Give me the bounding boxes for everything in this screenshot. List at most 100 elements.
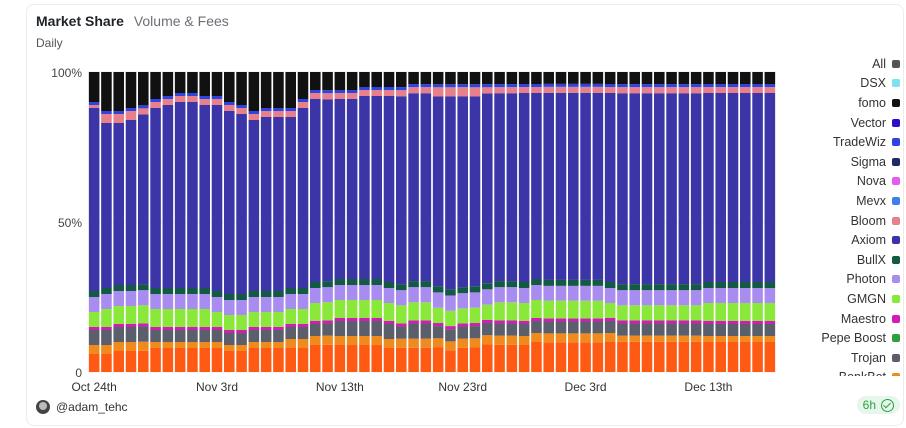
bar-segment-photon[interactable] [445, 295, 456, 311]
bar-segment-photon[interactable] [322, 287, 333, 303]
bar-segment-fomo[interactable] [482, 72, 493, 85]
bar-segment-bullx[interactable] [162, 288, 174, 294]
bar-segment-fomo[interactable] [555, 72, 567, 84]
bar-segment-bonkbot[interactable] [531, 333, 542, 342]
bar-segment-raydium[interactable] [764, 342, 776, 372]
bar-segment-axiom[interactable] [764, 93, 776, 282]
bar-segment-maestro[interactable] [531, 318, 542, 321]
bar-segment-bloom[interactable] [432, 87, 444, 97]
bar-segment-tradewiz[interactable] [690, 84, 702, 88]
bar-segment-tradewiz[interactable] [764, 84, 776, 87]
bar-segment-tradewiz[interactable] [396, 87, 407, 91]
bar-segment-trojan[interactable] [236, 333, 247, 345]
bar-segment-axiom[interactable] [224, 111, 235, 294]
bar-segment-raydium[interactable] [482, 344, 493, 372]
bar-segment-bloom[interactable] [727, 87, 739, 93]
bar-segment-bloom[interactable] [101, 114, 112, 123]
bar-segment-bonkbot[interactable] [506, 335, 518, 345]
bar-segment-fomo[interactable] [285, 72, 296, 108]
bar-segment-fomo[interactable] [199, 72, 210, 96]
bar-segment-bullx[interactable] [690, 284, 702, 291]
bar-segment-photon[interactable] [260, 297, 272, 312]
bar-segment-trojan[interactable] [260, 330, 272, 342]
bar-segment-bonkbot[interactable] [138, 341, 149, 351]
bar-segment-gmgn[interactable] [678, 305, 690, 321]
bar-segment-gmgn[interactable] [125, 306, 137, 324]
bar-segment-trojan[interactable] [678, 323, 690, 336]
bar-segment-bonkbot[interactable] [432, 338, 444, 348]
bar-segment-bullx[interactable] [174, 288, 186, 294]
bar-segment-bonkbot[interactable] [371, 336, 382, 345]
bar-segment-maestro[interactable] [297, 324, 309, 327]
bar-segment-bonkbot[interactable] [383, 339, 395, 348]
legend-item-bonkbot[interactable]: BonkBot [786, 368, 906, 376]
bar-segment-gmgn[interactable] [346, 300, 358, 318]
bar-segment-bloom[interactable] [187, 96, 198, 102]
bar-segment-photon[interactable] [211, 297, 223, 312]
bar-segment-photon[interactable] [113, 291, 124, 306]
bar-segment-bloom[interactable] [580, 86, 591, 93]
bar-segment-tradewiz[interactable] [715, 84, 726, 87]
bar-segment-bullx[interactable] [531, 279, 542, 285]
bar-segment-bullx[interactable] [150, 288, 161, 294]
bar-segment-bonkbot[interactable] [629, 335, 640, 342]
bar-segment-maestro[interactable] [690, 320, 702, 324]
bar-segment-bullx[interactable] [260, 291, 272, 297]
bar-segment-axiom[interactable] [690, 93, 702, 285]
bar-segment-tradewiz[interactable] [297, 99, 309, 102]
bar-segment-bonkbot[interactable] [703, 336, 714, 342]
bar-segment-raydium[interactable] [703, 342, 714, 372]
bar-segment-bonkbot[interactable] [592, 333, 604, 343]
bar-segment-photon[interactable] [174, 294, 186, 309]
bar-segment-fomo[interactable] [408, 72, 419, 85]
bar-segment-bloom[interactable] [617, 87, 628, 94]
bar-segment-maestro[interactable] [346, 318, 358, 321]
bar-segment-axiom[interactable] [359, 96, 370, 279]
bar-segment-raydium[interactable] [690, 341, 702, 372]
bar-segment-axiom[interactable] [420, 93, 432, 282]
bar-segment-bullx[interactable] [654, 284, 665, 291]
bar-segment-bloom[interactable] [224, 105, 235, 111]
bar-segment-bullx[interactable] [703, 282, 714, 288]
bar-segment-gmgn[interactable] [236, 315, 247, 330]
bar-segment-raydium[interactable] [260, 348, 272, 372]
bar-segment-maestro[interactable] [383, 321, 395, 324]
bar-segment-photon[interactable] [285, 294, 296, 309]
bar-segment-gmgn[interactable] [629, 305, 640, 321]
tab-volume-fees[interactable]: Volume & Fees [133, 13, 229, 29]
bar-segment-tradewiz[interactable] [678, 84, 690, 88]
bar-segment-trojan[interactable] [322, 323, 333, 336]
bar-segment-gmgn[interactable] [88, 312, 100, 327]
bar-segment-fomo[interactable] [764, 72, 776, 84]
bar-segment-raydium[interactable] [150, 348, 161, 372]
bar-segment-bonkbot[interactable] [187, 342, 198, 348]
bar-segment-tradewiz[interactable] [101, 111, 112, 114]
bar-segment-maestro[interactable] [617, 320, 628, 324]
bar-segment-bloom[interactable] [150, 102, 161, 108]
bar-segment-bloom[interactable] [518, 87, 530, 93]
bar-segment-bullx[interactable] [310, 282, 321, 288]
bar-segment-bullx[interactable] [408, 281, 419, 288]
bar-segment-trojan[interactable] [432, 326, 444, 339]
bar-segment-photon[interactable] [580, 285, 591, 301]
legend-item-pepe-boost[interactable]: Pepe Boost [786, 328, 906, 348]
bar-segment-photon[interactable] [494, 287, 505, 303]
bar-segment-tradewiz[interactable] [273, 108, 284, 111]
bar-segment-fomo[interactable] [101, 72, 112, 111]
bar-segment-tradewiz[interactable] [150, 99, 161, 102]
bar-segment-fomo[interactable] [383, 72, 395, 87]
bar-segment-photon[interactable] [617, 290, 628, 306]
bar-segment-maestro[interactable] [604, 318, 616, 321]
bar-segment-photon[interactable] [125, 291, 137, 306]
bar-segment-photon[interactable] [690, 290, 702, 306]
bar-segment-gmgn[interactable] [248, 312, 260, 327]
bar-segment-bloom[interactable] [248, 114, 260, 120]
bar-segment-photon[interactable] [88, 297, 100, 312]
bar-segment-raydium[interactable] [457, 347, 468, 372]
legend-item-fomo[interactable]: fomo [786, 93, 906, 113]
bar-segment-photon[interactable] [752, 288, 763, 303]
bar-segment-gmgn[interactable] [432, 307, 444, 324]
bar-segment-photon[interactable] [666, 290, 677, 306]
bar-segment-bonkbot[interactable] [297, 339, 309, 348]
bar-segment-raydium[interactable] [322, 344, 333, 372]
